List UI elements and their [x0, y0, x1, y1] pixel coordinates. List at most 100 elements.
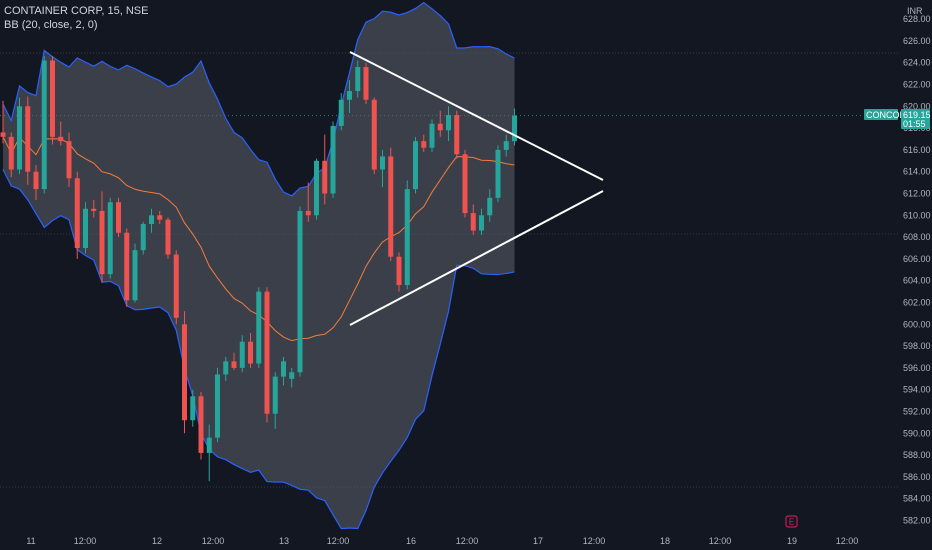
price-tick-label: 610.00 — [903, 210, 931, 220]
candle-body — [487, 197, 493, 216]
candle-body — [396, 256, 402, 286]
candle-body — [462, 154, 468, 214]
price-tick-label: 588.00 — [903, 450, 931, 460]
price-tick-label: 598.00 — [903, 341, 931, 351]
candle-body — [149, 215, 154, 225]
candle-body — [0, 132, 6, 137]
candle-body — [248, 341, 253, 364]
candle-body — [83, 208, 88, 248]
candle-body — [132, 250, 138, 301]
price-tick-label: 612.00 — [903, 189, 931, 199]
candle-body — [25, 106, 31, 172]
price-tick-label: 628.00 — [903, 14, 931, 24]
price-tick-label: 606.00 — [903, 254, 931, 264]
triangle-trendlines[interactable] — [349, 51, 604, 326]
price-tick-label: 592.00 — [903, 407, 931, 417]
candle-body — [314, 160, 319, 216]
candle-body — [388, 156, 394, 257]
time-tick-label: 17 — [533, 536, 543, 546]
time-axis[interactable]: 11 12:00 12 12:00 13 12:00 16 12:00 17 12:00 18 12:… — [26, 536, 858, 546]
trendline — [349, 51, 604, 181]
candle-body — [256, 291, 262, 364]
candle-body — [99, 210, 105, 275]
price-tick-label: 608.00 — [903, 232, 931, 242]
candle-body — [91, 208, 97, 211]
candle-body — [215, 374, 220, 438]
price-axis[interactable]: 582.00 584.00 586.00 588.00 590.00 592.00 594.… — [903, 6, 931, 526]
candle-body — [124, 232, 130, 301]
candle-body — [264, 291, 270, 414]
countdown-label: 01:55 — [903, 119, 926, 129]
candle-body — [413, 141, 418, 190]
candle-body — [305, 210, 311, 216]
price-tick-label: 582.00 — [903, 516, 931, 526]
price-tick-label: 584.00 — [903, 494, 931, 504]
candle-body — [140, 224, 146, 251]
candle-body — [206, 437, 212, 453]
candle-body — [239, 341, 245, 368]
time-tick-label: 12:00 — [74, 536, 97, 546]
time-tick-label: 12:00 — [327, 536, 350, 546]
indicator-label[interactable]: BB (20, close, 2, 0) — [4, 19, 98, 31]
ticker-label: CONCOR — [866, 110, 906, 120]
time-tick-label: 12:00 — [709, 536, 732, 546]
candle-body — [322, 160, 328, 194]
candle-body — [404, 189, 410, 286]
chart-legend: CONTAINER CORP, 15, NSE BB (20, close, 2… — [4, 4, 148, 32]
ticker-badge — [864, 109, 898, 120]
candle-body — [289, 372, 295, 379]
candle-body — [58, 136, 64, 142]
symbol-title[interactable]: CONTAINER CORP, 15, NSE — [4, 5, 149, 17]
candle-body — [429, 123, 435, 148]
candle-body — [371, 99, 377, 170]
candle-body — [479, 215, 484, 231]
price-tick-label: 624.00 — [903, 58, 931, 68]
candle-body — [190, 396, 196, 421]
candle-body — [338, 99, 344, 126]
price-tick-label: 626.00 — [903, 36, 931, 46]
time-tick-label: 16 — [406, 536, 416, 546]
candle-body — [421, 141, 427, 148]
candle-body — [231, 361, 237, 368]
time-tick-label: 12:00 — [202, 536, 225, 546]
price-tick-label: 614.00 — [903, 167, 931, 177]
candle-body — [50, 60, 55, 137]
candle-body — [437, 123, 443, 131]
price-tick-label: 604.00 — [903, 276, 931, 286]
price-tick-label: 602.00 — [903, 298, 931, 308]
candle-body — [33, 171, 39, 190]
candle-body — [330, 125, 336, 194]
candle-body — [297, 210, 303, 373]
candle-body — [495, 149, 501, 198]
candle-body — [198, 396, 204, 453]
candle-body — [347, 91, 352, 100]
price-tick-label: 620.00 — [903, 101, 931, 111]
candle-body — [512, 115, 517, 142]
candle-body — [116, 202, 121, 233]
time-tick-label: 19 — [787, 536, 797, 546]
price-tick-label: 616.00 — [903, 145, 931, 155]
price-tick-label: 622.00 — [903, 80, 931, 90]
candle-body — [66, 141, 72, 179]
candle-body — [165, 219, 171, 255]
candle-body — [41, 60, 47, 190]
candle-body — [272, 376, 278, 414]
band-fill — [3, 2, 515, 529]
event-marker-label: E — [789, 518, 794, 527]
candle-body — [470, 213, 476, 231]
earnings-event-marker[interactable]: E — [785, 515, 798, 528]
upper-band-line — [2, 1, 515, 197]
time-tick-label: 12:00 — [583, 536, 606, 546]
candle-body — [446, 115, 451, 131]
candle-body — [74, 178, 80, 248]
candle-body — [503, 141, 509, 150]
price-tick-label: 596.00 — [903, 363, 931, 373]
candle-body — [223, 361, 229, 375]
lower-band-line — [2, 169, 515, 530]
candle-body — [363, 67, 369, 100]
candle-body — [182, 324, 187, 421]
trendline — [349, 190, 604, 326]
candle-body — [355, 67, 361, 92]
